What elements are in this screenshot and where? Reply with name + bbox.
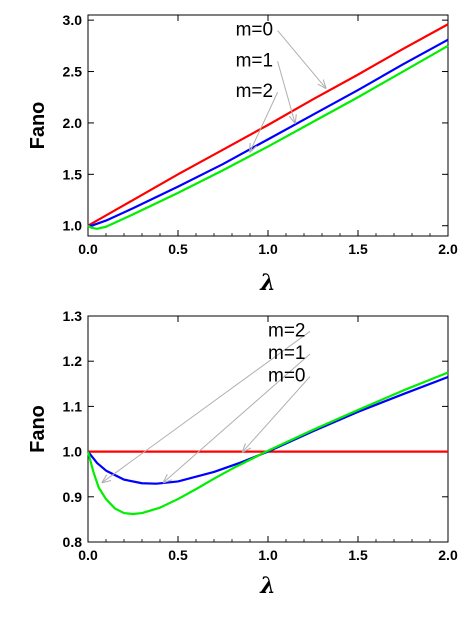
top-chart: 0.0 0.5 1.0 1.5 2.0 1.0 1.5 2.0 2.5 3.0 m=0 m=1 m=2 λ…: [27, 12, 458, 296]
y-tick-label: 1.3: [63, 308, 83, 324]
bottom-chart: 0.0 0.5 1.0 1.5 2.0 0.8 0.9 1.0 1.1 1.2 1.3 m=2m=1m…: [27, 308, 458, 599]
annotation-label: m=1: [236, 50, 274, 71]
x-tick-label: 0.0: [78, 547, 98, 563]
series-line-m=1: [88, 38, 449, 227]
y-tick-label: 1.2: [63, 353, 83, 369]
annotation-label: m=2: [268, 320, 306, 341]
y-axis-title: Fano: [27, 405, 49, 453]
x-tick-label: 2.0: [438, 241, 458, 257]
y-axis-title: Fano: [27, 102, 49, 150]
y-tick-label: 1.0: [63, 218, 83, 234]
series-line-m=2: [86, 371, 449, 516]
annotation-label: m=0: [268, 366, 306, 387]
x-tick-label: 1.0: [258, 547, 278, 563]
annotation-arrow: [164, 353, 311, 482]
y-tick-label: 3.0: [63, 12, 83, 28]
series-line-m=1: [87, 375, 449, 485]
annotation-label: m=0: [236, 20, 274, 41]
x-tick-label: 0.5: [168, 241, 188, 257]
annotation-arrow: [243, 376, 311, 452]
y-tick-label: 0.9: [63, 489, 83, 505]
y-tick-label: 2.5: [63, 64, 83, 80]
x-tick-label: 1.0: [258, 241, 278, 257]
x-axis-title: λ: [259, 270, 275, 296]
annotation-label: m=1: [268, 343, 306, 364]
annotation-arrow: [277, 61, 295, 123]
series-line-m=0: [87, 23, 449, 227]
x-tick-label: 1.5: [348, 241, 368, 257]
y-tick-label: 2.0: [63, 115, 83, 131]
x-tick-label: 0.0: [78, 241, 98, 257]
x-tick-label: 0.5: [168, 547, 188, 563]
x-tick-label: 1.5: [348, 547, 368, 563]
annotation-label: m=2: [236, 81, 274, 102]
y-tick-label: 0.8: [63, 534, 83, 550]
x-axis-title: λ: [259, 573, 275, 599]
annotation-arrow: [250, 92, 279, 151]
x-tick-label: 2.0: [438, 547, 458, 563]
y-tick-label: 1.0: [63, 444, 83, 460]
y-tick-label: 1.5: [63, 166, 83, 182]
series-line-m=2: [87, 44, 449, 230]
annotation-arrow: [277, 30, 326, 88]
y-tick-label: 1.1: [63, 398, 83, 414]
annotation-arrow: [102, 330, 311, 482]
